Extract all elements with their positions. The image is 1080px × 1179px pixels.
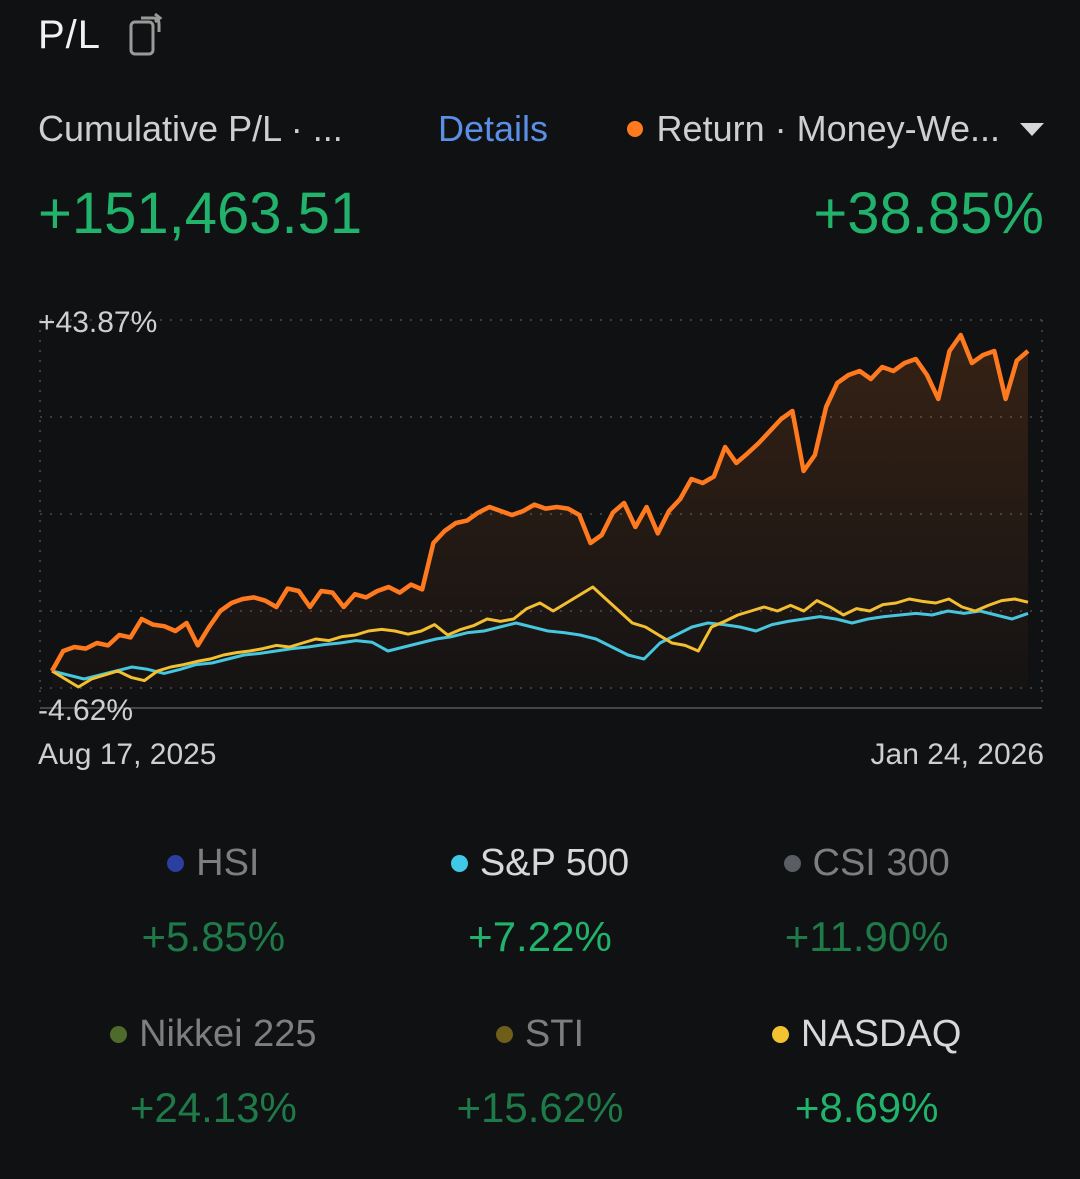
y-axis-top-label: +43.87% xyxy=(38,306,158,339)
legend-label: NASDAQ xyxy=(800,1013,962,1055)
legend-name: CSI 300 xyxy=(783,842,950,885)
legend-value: +7.22% xyxy=(468,913,612,960)
legend-name: S&P 500 xyxy=(450,842,630,885)
y-axis-bottom-label: -4.62% xyxy=(38,694,134,727)
chart-svg xyxy=(39,319,1043,709)
series-line-return xyxy=(50,332,1030,673)
x-axis-end-label: Jan 24, 2026 xyxy=(870,738,1044,771)
return-dot-icon xyxy=(626,121,643,137)
legend-label: Nikkei 225 xyxy=(139,1013,317,1055)
return-type-label: Return · Money-We... xyxy=(656,108,1000,149)
return-type-selector[interactable]: Return · Money-We... xyxy=(626,108,1044,150)
legend-item-nikkei-225[interactable]: Nikkei 225 +24.13% xyxy=(50,1013,377,1132)
legend-value: +11.90% xyxy=(784,913,949,960)
legend-value: +8.69% xyxy=(794,1084,939,1131)
legend-dot-icon xyxy=(167,855,185,872)
details-link[interactable]: Details xyxy=(438,108,549,149)
legend-dot-icon xyxy=(495,1026,513,1043)
page-title: P/L xyxy=(38,12,102,57)
cumulative-pl-selector[interactable]: Cumulative P/L · ... xyxy=(38,108,343,149)
chevron-down-icon xyxy=(1020,122,1044,136)
legend-value: +15.62% xyxy=(456,1084,624,1131)
legend-name: NASDAQ xyxy=(771,1013,962,1056)
summary-row: Cumulative P/L · ... Details Return · Mo… xyxy=(38,108,1044,154)
header: P/L xyxy=(38,10,167,60)
legend-name: Nikkei 225 xyxy=(110,1013,317,1056)
legend-item-csi-300[interactable]: CSI 300 +11.90% xyxy=(703,842,1030,961)
legend-dot-icon xyxy=(783,855,801,872)
legend-dot-icon xyxy=(771,1026,789,1043)
benchmark-legend: HSI +5.85% S&P 500 +7.22% CSI 300 +11.90% Nikk… xyxy=(50,842,1030,1132)
legend-dot-icon xyxy=(450,855,468,872)
cumulative-pl-value: +151,463.51 xyxy=(38,181,363,246)
legend-value: +24.13% xyxy=(129,1084,297,1131)
legend-label: S&P 500 xyxy=(479,842,630,884)
legend-item-s-p-500[interactable]: S&P 500 +7.22% xyxy=(377,842,704,961)
chart[interactable]: +43.87% -4.62% Aug 17, 2025 Jan 24, 2026 xyxy=(0,290,1080,771)
legend-name: STI xyxy=(495,1013,585,1056)
legend-item-nasdaq[interactable]: NASDAQ +8.69% xyxy=(703,1013,1030,1132)
legend-item-sti[interactable]: STI +15.62% xyxy=(377,1013,704,1132)
x-axis-start-label: Aug 17, 2025 xyxy=(38,738,217,771)
legend-value: +5.85% xyxy=(141,913,286,960)
big-values: +151,463.51 +38.85% xyxy=(38,180,1044,246)
legend-label: STI xyxy=(524,1013,585,1055)
legend-item-hsi[interactable]: HSI +5.85% xyxy=(50,842,377,961)
legend-label: CSI 300 xyxy=(812,842,950,884)
legend-label: HSI xyxy=(196,842,260,884)
return-area xyxy=(52,335,1028,688)
legend-name: HSI xyxy=(167,842,260,885)
share-icon[interactable] xyxy=(127,12,167,58)
return-value: +38.85% xyxy=(813,181,1044,246)
legend-dot-icon xyxy=(110,1026,128,1043)
